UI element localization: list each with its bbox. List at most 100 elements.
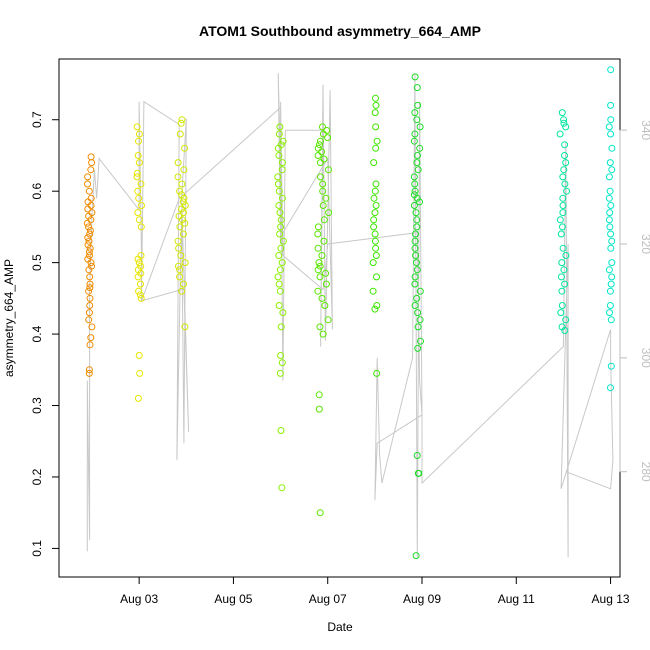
data-point	[86, 227, 94, 234]
data-point	[411, 237, 419, 245]
data-point	[607, 202, 615, 209]
data-point	[606, 309, 613, 317]
points-layer	[83, 66, 616, 560]
data-point	[560, 266, 568, 274]
data-point	[179, 198, 187, 206]
data-point	[319, 123, 326, 131]
data-point	[180, 166, 188, 174]
data-point	[608, 273, 616, 281]
data-point	[86, 244, 94, 252]
data-point	[134, 152, 142, 159]
data-point	[414, 152, 421, 159]
data-point	[177, 119, 185, 127]
y-tick-label: 0.3	[30, 397, 44, 414]
data-point	[277, 352, 285, 359]
data-point	[176, 187, 184, 195]
data-point	[561, 180, 569, 188]
data-point	[275, 302, 283, 309]
data-point	[416, 123, 424, 131]
data-point	[84, 241, 92, 249]
data-point	[607, 244, 615, 252]
data-point	[86, 302, 94, 309]
secondary-line-layer	[86, 73, 614, 558]
data-point	[370, 159, 378, 167]
data-point	[316, 159, 324, 167]
series-group	[83, 153, 96, 377]
data-point	[279, 237, 287, 245]
y-tick-label: 0.1	[30, 540, 44, 557]
data-point	[372, 202, 380, 209]
data-point	[135, 216, 143, 224]
data-point	[410, 202, 418, 209]
data-point	[279, 137, 287, 145]
data-point	[84, 205, 92, 213]
data-point	[557, 230, 565, 238]
data-point	[176, 130, 184, 138]
data-point	[413, 266, 421, 274]
data-point	[607, 384, 614, 392]
data-point	[315, 405, 323, 413]
data-point	[414, 101, 422, 109]
series-group	[410, 73, 424, 560]
data-point	[138, 202, 145, 209]
data-point	[411, 180, 419, 188]
data-point	[373, 273, 380, 281]
data-point	[411, 273, 419, 281]
data-point	[277, 216, 285, 224]
data-point	[414, 323, 422, 331]
data-point	[134, 394, 142, 402]
data-point	[325, 166, 332, 174]
series-group	[174, 116, 189, 331]
data-point	[275, 280, 283, 288]
data-point	[316, 509, 324, 517]
data-point	[558, 302, 566, 309]
data-point	[85, 366, 93, 374]
data-point	[559, 209, 567, 217]
data-point	[86, 280, 94, 288]
data-point	[84, 234, 92, 242]
data-point	[176, 223, 184, 231]
data-point	[275, 130, 283, 138]
data-point	[134, 273, 142, 281]
data-point	[181, 259, 189, 267]
chart-title: ATOM1 Southbound asymmetry_664_AMP	[199, 23, 481, 39]
data-point	[561, 152, 568, 159]
data-point	[372, 180, 380, 188]
y-tick-label: 0.5	[30, 254, 44, 271]
data-point	[370, 194, 378, 202]
data-point	[277, 244, 285, 252]
data-point	[322, 194, 330, 202]
data-point	[137, 180, 145, 188]
series-group	[274, 123, 287, 492]
data-point	[278, 359, 286, 367]
data-point	[606, 223, 614, 231]
data-point	[133, 173, 141, 181]
data-point	[606, 287, 614, 295]
data-point	[84, 173, 92, 181]
data-point	[86, 284, 94, 292]
data-point	[413, 116, 421, 124]
data-point	[414, 344, 422, 352]
data-point	[134, 187, 142, 195]
data-point	[324, 316, 332, 324]
data-point	[320, 216, 328, 224]
data-point	[325, 209, 333, 217]
data-point	[562, 316, 570, 324]
data-point	[314, 266, 322, 274]
data-point	[318, 294, 326, 302]
data-point	[137, 223, 145, 231]
data-point	[322, 280, 330, 288]
data-point	[414, 166, 422, 174]
data-point	[314, 244, 322, 252]
data-point	[174, 159, 182, 167]
data-point	[135, 287, 143, 295]
x-tick-label: Aug 05	[214, 592, 252, 606]
data-point	[412, 552, 420, 560]
data-point	[135, 194, 143, 202]
data-point	[412, 230, 419, 238]
data-point	[369, 259, 377, 267]
data-point	[274, 273, 282, 281]
data-point	[413, 194, 421, 202]
series-group	[605, 66, 616, 392]
